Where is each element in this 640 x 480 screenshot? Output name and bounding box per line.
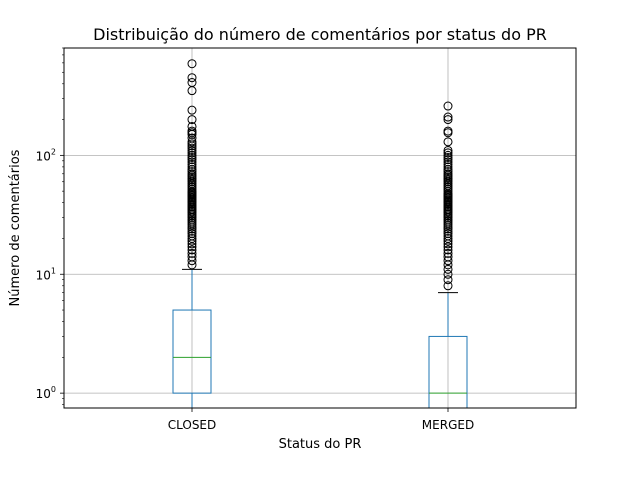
x-tick-label: MERGED bbox=[422, 418, 474, 432]
outlier-point bbox=[187, 162, 197, 172]
outlier-point bbox=[187, 105, 197, 115]
outlier-point bbox=[443, 162, 453, 172]
chart-title: Distribuição do número de comentários po… bbox=[93, 25, 547, 44]
outlier-point bbox=[443, 281, 453, 291]
y-tick-exponent: 0 bbox=[51, 385, 56, 394]
outlier-point bbox=[443, 167, 453, 177]
iqr-box bbox=[172, 309, 212, 394]
outlier-point bbox=[187, 256, 197, 266]
outlier-point bbox=[187, 121, 197, 131]
outlier-point bbox=[443, 101, 453, 111]
outlier-point bbox=[187, 59, 197, 69]
outlier-point bbox=[443, 252, 453, 262]
outlier-point bbox=[443, 115, 453, 125]
outlier-point bbox=[443, 152, 453, 162]
outlier-point bbox=[187, 155, 197, 165]
outlier-point bbox=[443, 157, 453, 167]
outlier-point bbox=[443, 248, 453, 258]
grid-layer bbox=[64, 48, 576, 408]
outlier-point bbox=[187, 245, 197, 255]
outlier-point bbox=[443, 112, 453, 122]
outlier-point bbox=[443, 269, 453, 279]
x-axis-label: Status do PR bbox=[279, 437, 362, 452]
outlier-point bbox=[187, 159, 197, 169]
outlier-point bbox=[187, 157, 197, 167]
outlier-point bbox=[443, 245, 453, 255]
outlier-point bbox=[443, 148, 453, 158]
outlier-point bbox=[187, 137, 197, 147]
outlier-point bbox=[187, 126, 197, 136]
outlier-point bbox=[443, 145, 453, 155]
outlier-point bbox=[443, 155, 453, 165]
outlier-point bbox=[187, 252, 197, 262]
outlier-point bbox=[187, 150, 197, 160]
outlier-point bbox=[187, 248, 197, 258]
plot-frame bbox=[63, 47, 577, 409]
outlier-point bbox=[443, 275, 453, 285]
outlier-point bbox=[187, 145, 197, 155]
outlier-point bbox=[187, 167, 197, 177]
y-tick-exponent: 2 bbox=[51, 147, 56, 156]
outlier-point bbox=[443, 229, 453, 239]
outlier-point bbox=[443, 159, 453, 169]
outlier-point bbox=[443, 264, 453, 274]
outlier-point bbox=[443, 150, 453, 160]
outlier-point bbox=[187, 115, 197, 125]
outlier-point bbox=[187, 78, 197, 88]
outlier-point bbox=[187, 133, 197, 143]
outlier-point bbox=[187, 143, 197, 153]
outlier-point bbox=[443, 126, 453, 136]
outlier-point bbox=[443, 231, 453, 241]
outlier-point bbox=[443, 256, 453, 266]
outlier-point bbox=[187, 169, 197, 179]
outlier-point bbox=[187, 233, 197, 243]
outlier-point bbox=[187, 231, 197, 241]
outlier-point bbox=[187, 73, 197, 83]
outlier-point bbox=[443, 169, 453, 179]
box-closed bbox=[172, 59, 212, 408]
y-tick-exponent: 1 bbox=[51, 266, 56, 275]
outlier-point bbox=[187, 148, 197, 158]
outlier-point bbox=[187, 152, 197, 162]
box-merged bbox=[428, 101, 468, 409]
x-tick-label: CLOSED bbox=[168, 418, 217, 432]
outlier-point bbox=[443, 233, 453, 243]
outlier-point bbox=[443, 137, 453, 147]
outlier-point bbox=[187, 229, 197, 239]
plot-layer bbox=[172, 59, 468, 409]
y-axis-label: Número de comentários bbox=[8, 149, 23, 306]
